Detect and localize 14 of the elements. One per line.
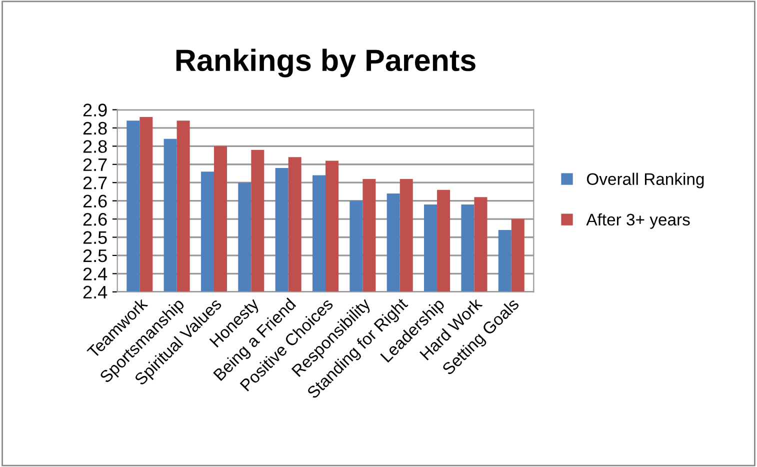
- y-tick-label: 2.9: [83, 104, 107, 116]
- y-tick-label: 2.4: [83, 268, 108, 280]
- y-tick-label: 2.6: [83, 212, 107, 226]
- y-tick-label: 2.4: [83, 286, 108, 298]
- y-tick-label: 2.7: [83, 176, 107, 190]
- y-tick-label: 2.5: [83, 231, 107, 244]
- y-tick-label: 2.5: [83, 249, 107, 262]
- legend-label: After 3+ years: [586, 213, 690, 229]
- legend-label: Overall Ranking: [586, 172, 704, 188]
- y-tick-label: 2.8: [83, 122, 107, 135]
- chart-title: Rankings by Parents: [176, 48, 476, 78]
- y-tick-label: 2.8: [83, 140, 107, 153]
- y-tick-label: 2.7: [83, 158, 107, 171]
- y-tick-label: 2.6: [83, 194, 107, 208]
